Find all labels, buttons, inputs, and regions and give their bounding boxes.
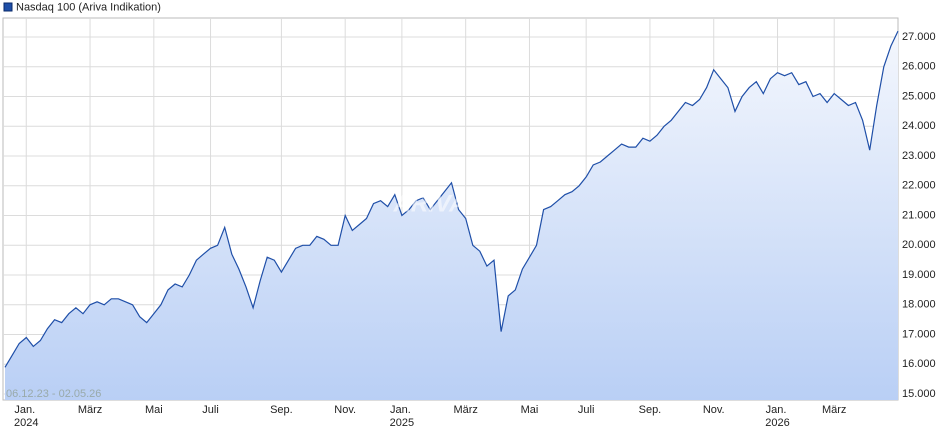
x-tick-label: Jan. 2024	[14, 404, 38, 429]
x-tick-label: Jan. 2025	[390, 404, 414, 429]
x-tick-label: Mai	[145, 404, 163, 416]
x-tick-label: Nov.	[703, 404, 725, 416]
y-tick-label: 27.000	[902, 31, 936, 43]
x-tick-label: Jan. 2026	[765, 404, 789, 429]
y-tick-label: 21.000	[902, 209, 936, 221]
x-tick-label: Sep.	[270, 404, 293, 416]
y-tick-label: 17.000	[902, 328, 936, 340]
x-tick-label: März	[78, 404, 102, 416]
x-tick-label: Juli	[578, 404, 595, 416]
y-tick-label: 19.000	[902, 269, 936, 281]
date-range: 06.12.23 - 02.05.26	[6, 388, 101, 400]
y-tick-label: 16.000	[902, 358, 936, 370]
x-tick-label: Mai	[521, 404, 539, 416]
y-tick-label: 20.000	[902, 239, 936, 251]
x-tick-label: Nov.	[334, 404, 356, 416]
area	[5, 31, 898, 400]
y-tick-label: 26.000	[902, 61, 936, 73]
y-tick-label: 18.000	[902, 299, 936, 311]
watermark: ARIVA.DE	[393, 190, 508, 217]
line	[4, 30, 899, 368]
y-tick-label: 25.000	[902, 90, 936, 102]
x-tick-label: Juli	[202, 404, 219, 416]
y-tick-label: 24.000	[902, 120, 936, 132]
y-tick-label: 15.000	[902, 388, 936, 400]
x-tick-label: März	[822, 404, 846, 416]
y-tick-label: 23.000	[902, 150, 936, 162]
plot	[4, 30, 899, 400]
y-tick-label: 22.000	[902, 180, 936, 192]
legend-label: Nasdaq 100 (Ariva Indikation)	[16, 1, 161, 13]
legend-swatch	[3, 2, 13, 12]
x-tick-label: Sep.	[639, 404, 662, 416]
x-tick-label: März	[453, 404, 477, 416]
